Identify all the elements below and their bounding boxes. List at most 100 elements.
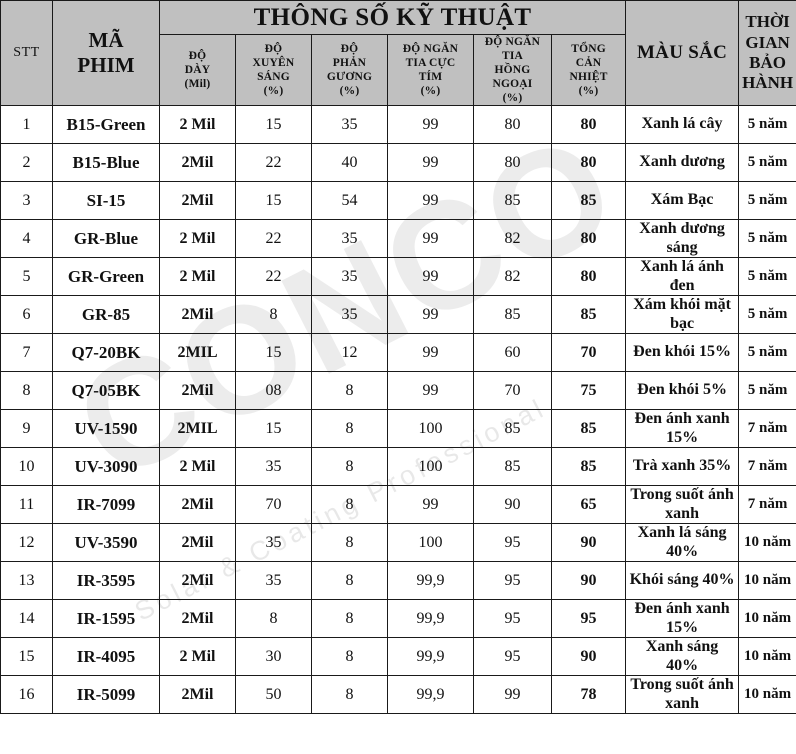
cell-do-day: 2Mil	[159, 181, 236, 221]
cell-do-day: 2Mil	[159, 675, 236, 715]
cell-tong-can-nhiet: 85	[550, 181, 627, 221]
cell-ma-phim: Q7-05BK	[52, 371, 160, 411]
cell-do-ngan-tia-cuc-tim: 99	[387, 485, 474, 525]
cell-do-phan-guong: 8	[311, 371, 388, 411]
cell-do-ngan-tia-hong-ngoai: 82	[473, 219, 552, 259]
cell-do-ngan-tia-hong-ngoai: 85	[473, 295, 552, 335]
cell-mau-sac: Đen khói 15%	[625, 333, 740, 373]
cell-do-ngan-tia-cuc-tim: 99	[387, 257, 474, 297]
cell-do-day: 2Mil	[159, 143, 236, 183]
cell-do-ngan-tia-hong-ngoai: 85	[473, 447, 552, 487]
table-row: 11 IR-7099 2Mil 70 8 99 90 65 Trong suốt ánh xan…	[0, 485, 796, 525]
cell-tong-can-nhiet: 90	[550, 561, 627, 601]
cell-do-ngan-tia-cuc-tim: 99	[387, 219, 474, 259]
cell-ma-phim: IR-7099	[52, 485, 160, 525]
cell-do-day: 2MIL	[159, 409, 236, 449]
header-mau-sac: MÀU SẮC	[625, 0, 740, 107]
cell-ma-phim: UV-3090	[52, 447, 160, 487]
cell-do-phan-guong: 40	[311, 143, 388, 183]
table-row: 5 GR-Green 2 Mil 22 35 99 82 80 Xanh lá ánh đen 5…	[0, 257, 796, 297]
cell-stt: 13	[0, 561, 53, 601]
cell-do-xuyen-sang: 22	[235, 143, 312, 183]
cell-thoi-gian-bao-hanh: 10 năm	[738, 599, 796, 639]
cell-mau-sac: Đen khói 5%	[625, 371, 740, 411]
cell-do-xuyen-sang: 15	[235, 181, 312, 221]
cell-do-ngan-tia-cuc-tim: 99	[387, 295, 474, 335]
header-do-ngan-tia-hong-ngoai: ĐỘ NGĂN TIA HỒNG NGOẠI (%)	[473, 33, 552, 107]
cell-ma-phim: UV-1590	[52, 409, 160, 449]
cell-tong-can-nhiet: 85	[550, 409, 627, 449]
cell-do-day: 2Mil	[159, 485, 236, 525]
cell-do-day: 2 Mil	[159, 105, 236, 145]
header-do-day-line: DÀY	[184, 64, 211, 77]
cell-tong-can-nhiet: 65	[550, 485, 627, 525]
header-thoi-gian-line2: GIAN	[745, 32, 790, 52]
header-do-ngan-tia-cuc-tim-line: TIA CỰC	[405, 57, 456, 70]
cell-do-day: 2 Mil	[159, 637, 236, 677]
cell-thoi-gian-bao-hanh: 10 năm	[738, 637, 796, 677]
table-header: STT MÃ PHIM THÔNG SỐ KỸ THUẬT MÀU SẮC TH…	[0, 0, 796, 107]
cell-thoi-gian-bao-hanh: 5 năm	[738, 105, 796, 145]
table-row: 9 UV-1590 2MIL 15 8 100 85 85 Đen ánh xanh 15% 7 …	[0, 409, 796, 449]
cell-do-xuyen-sang: 50	[235, 675, 312, 715]
cell-do-xuyen-sang: 08	[235, 371, 312, 411]
cell-stt: 2	[0, 143, 53, 183]
header-row-sub: ĐỘ DÀY (Mil) ĐỘ XUYÊN SÁNG (%) ĐỘ PHẢN GƯƠNG (%) ĐỘ…	[1, 33, 796, 107]
header-ma-phim-line1: MÃ	[88, 28, 124, 53]
header-do-ngan-tia-hong-ngoai-line: HỒNG NGOẠI	[492, 64, 533, 91]
cell-stt: 3	[0, 181, 53, 221]
cell-do-phan-guong: 35	[311, 257, 388, 297]
cell-do-ngan-tia-cuc-tim: 100	[387, 409, 474, 449]
cell-do-day: 2Mil	[159, 599, 236, 639]
cell-do-xuyen-sang: 8	[235, 599, 312, 639]
cell-stt: 16	[0, 675, 53, 715]
table-row: 15 IR-4095 2 Mil 30 8 99,9 95 90 Xanh sáng 40% 10…	[0, 637, 796, 677]
table-row: 14 IR-1595 2Mil 8 8 99,9 95 95 Đen ánh xanh 15% 1…	[0, 599, 796, 639]
spec-table-container: STT MÃ PHIM THÔNG SỐ KỸ THUẬT MÀU SẮC TH…	[0, 0, 796, 715]
cell-do-xuyen-sang: 35	[235, 523, 312, 563]
header-do-phan-guong-line: PHẢN	[332, 57, 367, 70]
cell-do-ngan-tia-hong-ngoai: 99	[473, 675, 552, 715]
cell-tong-can-nhiet: 85	[550, 447, 627, 487]
table-row: 6 GR-85 2Mil 8 35 99 85 85 Xám khói mặt bạc 5 năm	[0, 295, 796, 335]
cell-ma-phim: Q7-20BK	[52, 333, 160, 373]
cell-ma-phim: UV-3590	[52, 523, 160, 563]
cell-ma-phim: B15-Blue	[52, 143, 160, 183]
cell-stt: 9	[0, 409, 53, 449]
header-ma-phim-line2: PHIM	[77, 53, 135, 78]
header-do-phan-guong-line: ĐỘ	[340, 43, 359, 55]
cell-tong-can-nhiet: 70	[550, 333, 627, 373]
header-thoi-gian-line1: THỜI	[745, 12, 790, 32]
header-do-xuyen-sang-line: ĐỘ	[264, 43, 283, 55]
cell-thoi-gian-bao-hanh: 7 năm	[738, 409, 796, 449]
cell-do-ngan-tia-cuc-tim: 100	[387, 523, 474, 563]
cell-do-xuyen-sang: 70	[235, 485, 312, 525]
cell-stt: 5	[0, 257, 53, 297]
cell-thoi-gian-bao-hanh: 5 năm	[738, 371, 796, 411]
header-do-phan-guong: ĐỘ PHẢN GƯƠNG (%)	[311, 33, 388, 107]
cell-do-ngan-tia-hong-ngoai: 82	[473, 257, 552, 297]
cell-ma-phim: GR-85	[52, 295, 160, 335]
cell-stt: 7	[0, 333, 53, 373]
cell-do-day: 2 Mil	[159, 447, 236, 487]
cell-do-xuyen-sang: 8	[235, 295, 312, 335]
table-row: 7 Q7-20BK 2MIL 15 12 99 60 70 Đen khói 15% 5 năm	[0, 333, 796, 373]
cell-do-ngan-tia-hong-ngoai: 85	[473, 409, 552, 449]
header-thoi-gian-bao-hanh: THỜI GIAN BẢO HÀNH	[738, 0, 796, 107]
cell-do-ngan-tia-hong-ngoai: 60	[473, 333, 552, 373]
cell-mau-sac: Xanh lá ánh đen	[625, 257, 740, 297]
cell-mau-sac: Xanh sáng 40%	[625, 637, 740, 677]
header-do-phan-guong-unit: (%)	[339, 85, 360, 98]
cell-ma-phim: GR-Blue	[52, 219, 160, 259]
header-row-top: STT MÃ PHIM THÔNG SỐ KỸ THUẬT MÀU SẮC TH…	[0, 0, 796, 107]
technical-spec-table: STT MÃ PHIM THÔNG SỐ KỸ THUẬT MÀU SẮC TH…	[0, 0, 796, 715]
cell-do-ngan-tia-hong-ngoai: 95	[473, 561, 552, 601]
cell-do-ngan-tia-cuc-tim: 99	[387, 181, 474, 221]
header-do-ngan-tia-cuc-tim-unit: (%)	[420, 85, 441, 98]
cell-do-ngan-tia-hong-ngoai: 70	[473, 371, 552, 411]
cell-do-phan-guong: 8	[311, 409, 388, 449]
cell-do-phan-guong: 8	[311, 523, 388, 563]
cell-thoi-gian-bao-hanh: 5 năm	[738, 181, 796, 221]
cell-do-ngan-tia-hong-ngoai: 95	[473, 599, 552, 639]
cell-stt: 6	[0, 295, 53, 335]
